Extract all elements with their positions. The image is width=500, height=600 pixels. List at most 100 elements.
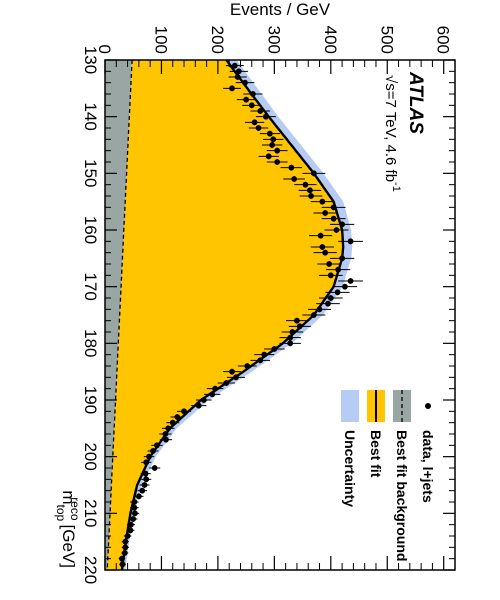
y-axis-title: Events / GeV bbox=[230, 0, 331, 19]
data-point bbox=[250, 108, 271, 114]
data-point bbox=[126, 521, 135, 528]
x-axis-title: mtopreco[GeV] bbox=[54, 490, 82, 568]
data-point bbox=[204, 391, 221, 398]
x-tick-label: 160 bbox=[81, 216, 100, 244]
data-point bbox=[177, 408, 192, 415]
data-point bbox=[321, 215, 346, 222]
data-point bbox=[325, 289, 350, 296]
data-point bbox=[283, 176, 305, 182]
data-point bbox=[242, 102, 262, 109]
data-point bbox=[126, 527, 135, 534]
data-point bbox=[326, 266, 351, 273]
data-point bbox=[310, 244, 334, 250]
data-point bbox=[302, 170, 326, 177]
legend-entry: data, l+jets bbox=[420, 403, 436, 503]
legend-label: Uncertainty bbox=[342, 430, 358, 507]
data-point bbox=[237, 363, 257, 369]
y-tick-label: 400 bbox=[321, 26, 340, 54]
x-tick-label: 220 bbox=[81, 556, 100, 584]
data-point bbox=[298, 187, 322, 194]
data-point bbox=[280, 164, 303, 171]
data-point bbox=[264, 346, 285, 352]
data-point bbox=[121, 550, 129, 556]
y-tick-label: 100 bbox=[151, 26, 170, 54]
data-point bbox=[223, 368, 241, 375]
data-point bbox=[143, 453, 155, 460]
data-point bbox=[229, 68, 248, 75]
data-point bbox=[313, 249, 337, 256]
data-point bbox=[258, 153, 279, 160]
x-tick-label: 190 bbox=[81, 386, 100, 414]
signal-area bbox=[107, 60, 344, 570]
data-point bbox=[119, 561, 126, 568]
y-tick-label: 600 bbox=[434, 26, 453, 54]
y-tick-label: 200 bbox=[208, 26, 227, 54]
data-point bbox=[248, 125, 269, 131]
data-point bbox=[286, 317, 308, 324]
data-point bbox=[147, 448, 159, 454]
data-point bbox=[130, 499, 139, 505]
data-point bbox=[316, 300, 340, 307]
data-point bbox=[191, 402, 207, 409]
data-point bbox=[223, 85, 241, 92]
chart-rotated-frame: 130 140 150 160 170 180 190 200 210 220 0 100 200 30… bbox=[54, 0, 456, 584]
data-point bbox=[161, 425, 175, 432]
legend-entry: Uncertainty bbox=[341, 390, 359, 507]
data-point bbox=[309, 232, 333, 239]
data-point bbox=[151, 442, 163, 449]
data-point bbox=[261, 142, 283, 148]
data-point bbox=[130, 510, 140, 517]
data-point bbox=[129, 516, 138, 522]
data-point bbox=[141, 476, 152, 483]
data-point bbox=[266, 159, 288, 165]
experiment-label: ATLAS bbox=[405, 71, 426, 134]
data-point bbox=[266, 147, 288, 154]
data-point bbox=[243, 91, 263, 97]
data-point bbox=[139, 482, 150, 488]
data-point bbox=[262, 136, 284, 143]
data-point bbox=[228, 74, 247, 80]
data-point bbox=[313, 210, 337, 216]
x-tick-label: 140 bbox=[81, 102, 100, 130]
data-point bbox=[332, 283, 358, 290]
data-point bbox=[279, 340, 301, 347]
data-point bbox=[121, 544, 129, 551]
x-tick-label: 130 bbox=[81, 46, 100, 74]
y-tick-label: 500 bbox=[377, 26, 396, 54]
data-point bbox=[141, 459, 152, 466]
energy-lumi-label: √s=7 TeV, 4.6 fb-1 bbox=[382, 75, 402, 192]
data-point bbox=[226, 374, 245, 381]
background-dashed-line bbox=[106, 59, 133, 571]
y-tick-label: 0 bbox=[95, 45, 114, 54]
data-point bbox=[294, 181, 317, 188]
x-tick-label: 150 bbox=[81, 159, 100, 187]
legend-label: data, l+jets bbox=[420, 430, 436, 503]
data-point bbox=[318, 272, 343, 279]
data-point bbox=[236, 96, 256, 103]
data-point bbox=[118, 555, 126, 562]
x-tick-label: 210 bbox=[81, 499, 100, 527]
data-point bbox=[250, 357, 271, 364]
data-point bbox=[324, 227, 349, 233]
data-point bbox=[140, 470, 151, 477]
data-point bbox=[329, 255, 355, 262]
plot-area bbox=[105, 59, 363, 571]
plot-frame bbox=[104, 59, 456, 571]
legend-entry: Best fit bbox=[367, 390, 385, 478]
y-axis: 0 100 200 300 400 500 600 bbox=[95, 26, 453, 570]
data-point bbox=[299, 193, 323, 199]
y-tick-label: 300 bbox=[264, 26, 283, 54]
data-point bbox=[338, 238, 363, 245]
legend-label: Best fit background bbox=[394, 430, 410, 561]
data-point bbox=[195, 397, 212, 403]
data-point bbox=[159, 431, 172, 437]
data-point bbox=[302, 312, 326, 318]
data-point bbox=[244, 119, 265, 126]
legend: data, l+jets Best fit background Best fit U… bbox=[341, 390, 436, 561]
data-point bbox=[217, 380, 236, 386]
data-point bbox=[310, 198, 334, 205]
legend-entry: Best fit background bbox=[393, 390, 411, 561]
background-line bbox=[106, 59, 133, 571]
data-point bbox=[279, 334, 301, 341]
